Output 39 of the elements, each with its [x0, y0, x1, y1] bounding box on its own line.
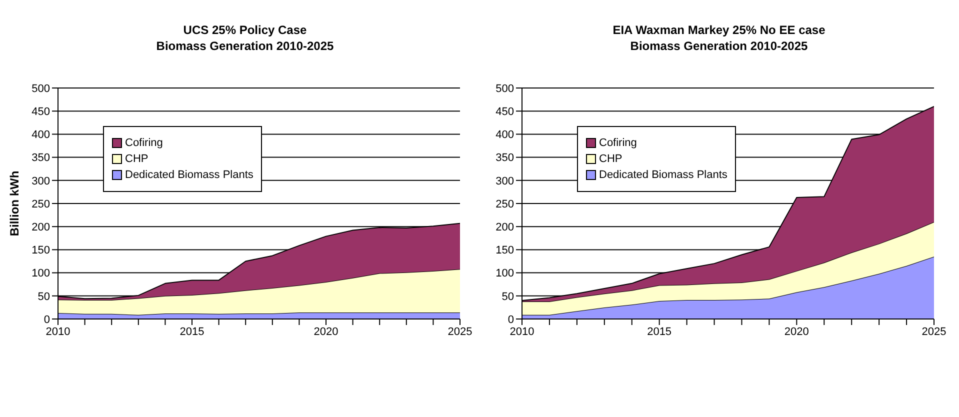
x-tick-label: 2025	[922, 326, 946, 338]
y-tick-label: 350	[32, 152, 50, 164]
x-tick-label: 2020	[314, 326, 338, 338]
y-tick-label: 250	[32, 198, 50, 210]
y-tick-label: 400	[32, 129, 50, 142]
legend-label: Cofiring	[599, 137, 637, 149]
y-tick-label: 100	[496, 268, 514, 280]
y-tick-label: 300	[496, 175, 514, 188]
y-tick-label: 50	[502, 290, 514, 303]
y-tick-label: 250	[496, 198, 514, 210]
y-tick-label: 50	[38, 290, 50, 303]
legend-label: Dedicated Biomass Plants	[599, 169, 728, 181]
y-tick-label: 150	[32, 244, 50, 257]
chart-title: EIA Waxman Markey 25% No EE case Biomass Generation 2010-2025	[612, 22, 826, 54]
y-tick-label: 0	[508, 314, 514, 326]
x-tick-label: 2015	[180, 326, 204, 338]
y-tick-label: 450	[496, 106, 514, 118]
y-tick-label: 450	[32, 106, 50, 118]
y-tick-label: 400	[496, 129, 514, 142]
y-tick-label: 200	[32, 222, 50, 234]
y-tick-label: 500	[496, 82, 514, 95]
y-tick-label: 0	[44, 314, 50, 326]
x-tick-label: 2010	[510, 326, 534, 338]
chart-title: UCS 25% Policy Case Biomass Generation 2010-2025	[155, 22, 335, 54]
y-axis-title: Billion kWh	[7, 170, 22, 236]
y-tick-label: 150	[496, 244, 514, 257]
legend-label: CHP	[599, 153, 622, 165]
y-tick-label: 100	[32, 268, 50, 280]
y-tick-label: 350	[496, 152, 514, 164]
x-tick-label: 2025	[448, 326, 472, 338]
legend-label: Dedicated Biomass Plants	[125, 169, 254, 181]
legend-label: CHP	[125, 153, 148, 165]
x-tick-label: 2010	[46, 326, 70, 338]
x-tick-label: 2020	[784, 326, 809, 338]
x-tick-label: 2015	[647, 326, 672, 338]
y-tick-label: 500	[32, 82, 50, 95]
y-tick-label: 300	[32, 175, 50, 188]
y-tick-label: 200	[496, 222, 514, 234]
legend-label: Cofiring	[125, 137, 163, 149]
